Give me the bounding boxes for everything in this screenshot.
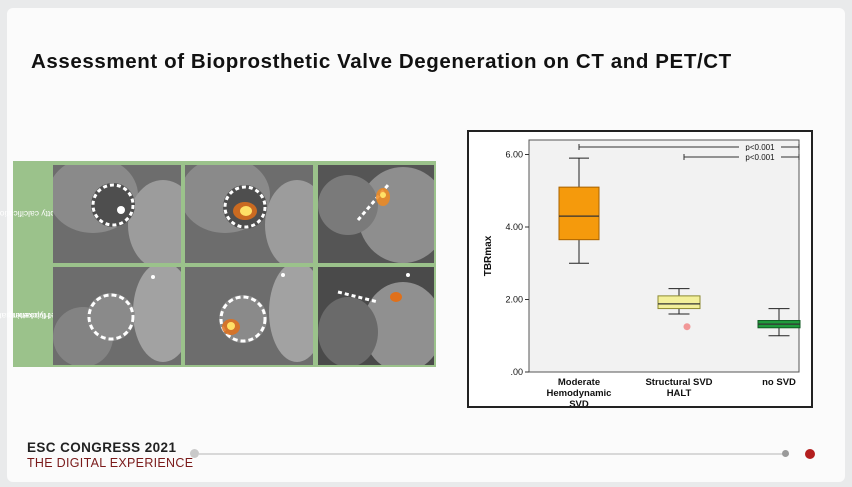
annotation-bg-1 — [739, 151, 781, 161]
progress-start-dot — [190, 449, 199, 458]
ct-image-panel: Spotty calcification Hypoattenuatedleafl… — [0, 161, 436, 367]
ct-image-calcification-2 — [185, 165, 313, 263]
footer-congress-title: ESC CONGRESS 2021 — [27, 440, 177, 455]
box-1 — [657, 295, 701, 310]
annotation-bg-0 — [739, 141, 781, 151]
row-label-spotty-calcification: Spotty calcification — [0, 209, 66, 219]
plot-area — [528, 139, 800, 373]
y-axis-label: TBRmax — [483, 235, 494, 276]
ct-image-halt-2 — [185, 267, 313, 365]
category-label-1-1: HALT — [667, 388, 692, 399]
category-label-2-0: no SVD — [762, 377, 796, 388]
slide: Assessment of Bioprosthetic Valve Degene… — [0, 8, 845, 482]
annotation-label-0: p<0.001 — [745, 143, 775, 152]
outlier-1-0 — [683, 323, 691, 331]
category-label-0-0: Moderate — [558, 377, 600, 388]
slide-title: Assessment of Bioprosthetic Valve Degene… — [31, 50, 732, 73]
y-tick-label-0: .00 — [510, 367, 523, 377]
ct-image-halt-3 — [318, 267, 434, 365]
boxplot-svg: .00 2.00 4.00 6.00 TBRmax ModerateHemodynamic… — [483, 139, 801, 410]
category-label-0-1: Hemodynamic — [547, 388, 612, 399]
boxplot-chart: .00 2.00 4.00 6.00 TBRmax Moderate Hemodynamic… — [467, 130, 813, 410]
ct-image-calcification-3 — [318, 165, 434, 263]
footer-subtitle: THE DIGITAL EXPERIENCE — [27, 456, 194, 470]
category-label-1-0: Structural SVD — [645, 377, 712, 388]
progress-end-dot — [805, 449, 815, 459]
annotation-label-1: p<0.001 — [745, 153, 775, 162]
progress-position-dot — [782, 450, 789, 457]
y-tick-label-1: 2.00 — [505, 295, 523, 305]
y-tick-label-2: 4.00 — [505, 222, 523, 232]
ct-image-halt-1 — [53, 267, 181, 365]
y-tick-label-3: 6.00 — [505, 150, 523, 160]
category-label-0-2: SVD — [569, 399, 589, 406]
row-label-hypoattenuated: Hypoattenuatedleaflet thickening — [0, 311, 72, 321]
progress-track — [199, 453, 789, 455]
ct-image-calcification-1 — [53, 165, 181, 263]
box-0 — [558, 186, 600, 241]
